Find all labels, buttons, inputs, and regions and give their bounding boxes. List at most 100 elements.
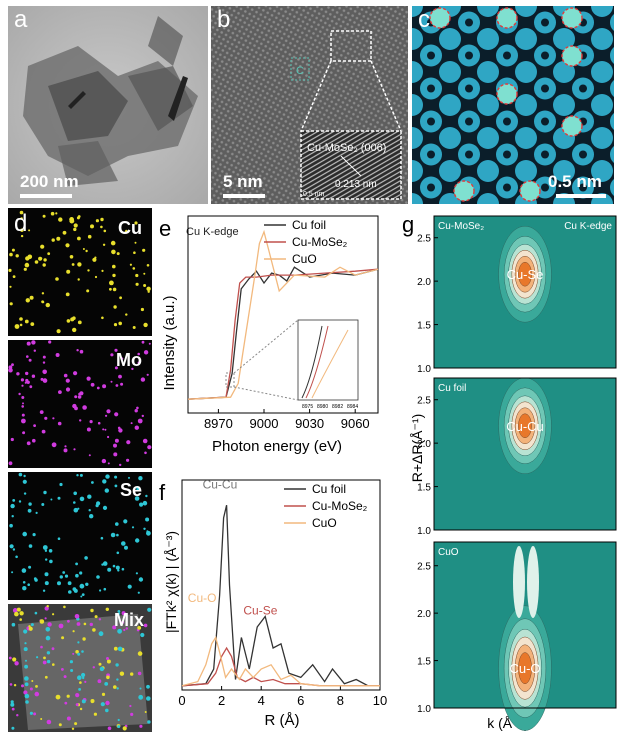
legend-entry: Cu foil bbox=[312, 482, 346, 496]
legend-entry: Cu-MoSe₂ bbox=[312, 499, 368, 513]
panel-label-b: b bbox=[217, 6, 231, 33]
xanes-inset bbox=[297, 319, 359, 401]
hrtem-image-b: C Cu-MoSe₂ (006) 0.213 nm 0.5 nm bbox=[211, 6, 408, 204]
y-tick-label: 1.5 bbox=[417, 657, 431, 668]
x-tick-label: 9030 bbox=[295, 416, 324, 431]
panel-label-g: g bbox=[402, 212, 414, 237]
panel-e-xanes-chart: e Cu K-edge Photon energy (eV) Intensity… bbox=[152, 208, 400, 470]
inset-curve-0 bbox=[301, 325, 323, 399]
y-tick-label: 1.5 bbox=[417, 483, 431, 494]
plot-frame bbox=[181, 479, 381, 691]
x-tick-label: 2 bbox=[218, 693, 225, 708]
y-tick-label: 1.0 bbox=[417, 364, 431, 375]
x-tick-label: 8 bbox=[337, 693, 344, 708]
panel-label-a: a bbox=[14, 6, 28, 33]
x-tick-label: 6 bbox=[297, 693, 304, 708]
wavelet-map-title: Cu foil bbox=[438, 383, 466, 394]
peak-annotation-1: Cu-O bbox=[188, 591, 217, 605]
contour-ring bbox=[513, 546, 525, 618]
y-tick-label: 1.0 bbox=[417, 704, 431, 715]
panel-label-e: e bbox=[159, 216, 171, 241]
inset-scale-b: 0.5 nm bbox=[303, 191, 325, 198]
y-tick-label: 2.5 bbox=[417, 396, 431, 407]
wavelet-map-title: CuO bbox=[438, 547, 459, 558]
panel-g-wavelet-maps: g k (Å⁻¹) R+ΔR(Å⁻¹) Cu-MoSe₂ Cu K-edge Cu-… bbox=[398, 208, 620, 738]
panel-label-f: f bbox=[159, 480, 166, 505]
peak-annotation-2: Cu-Se bbox=[243, 603, 277, 617]
eds-map-mix bbox=[8, 604, 152, 732]
panel-f-exafs-chart: f R (Å) |FTk² χ(k) | (Å⁻³) 0 2 4 6 8 10 Cu foi… bbox=[152, 472, 400, 734]
inset-curve-1 bbox=[305, 325, 329, 399]
panel-label-c: c bbox=[418, 6, 430, 33]
scale-bar-c bbox=[556, 194, 606, 198]
y-tick-label: 1.0 bbox=[417, 526, 431, 537]
inset-phase-b: Cu-MoSe₂ (006) bbox=[307, 142, 386, 154]
wavelet-map-title: Cu-MoSe₂ bbox=[438, 221, 484, 232]
x-tick-label: 9060 bbox=[341, 416, 370, 431]
legend-entry: Cu-MoSe₂ bbox=[292, 235, 348, 249]
wavelet-map-2: CuO Cu-O 1.0 1.5 2.0 2.5 bbox=[417, 541, 617, 731]
eds-maps-svg bbox=[8, 208, 152, 732]
inset-tick-label: 8980 bbox=[317, 404, 328, 410]
xanes-edge-label: Cu K-edge bbox=[186, 226, 239, 238]
series-line-2 bbox=[181, 635, 380, 687]
contour-ring bbox=[518, 413, 532, 439]
panel-a-tem-image: a 200 nm bbox=[8, 6, 208, 204]
tem-image-a bbox=[8, 6, 208, 204]
contour-ring bbox=[518, 652, 532, 685]
scale-bar-b bbox=[223, 194, 265, 198]
inset-connector bbox=[233, 386, 299, 401]
inset-tick-label: 8982 bbox=[332, 404, 343, 410]
scale-bar-a bbox=[20, 194, 72, 198]
series-line-1 bbox=[187, 268, 379, 400]
series-line-0 bbox=[181, 505, 380, 687]
y-tick-label: 2.0 bbox=[417, 439, 431, 450]
wavelet-peak-label: Cu-Cu bbox=[506, 419, 544, 434]
y-tick-label: 2.5 bbox=[417, 234, 431, 245]
legend-entry: CuO bbox=[312, 516, 337, 530]
inset-region-box bbox=[225, 372, 235, 388]
y-tick-label: 2.0 bbox=[417, 609, 431, 620]
wavelet-map-0: Cu-MoSe₂ Cu K-edge Cu-Se 1.0 1.5 2.0 2.5 bbox=[417, 215, 617, 375]
wavelet-map-edge: Cu K-edge bbox=[564, 221, 612, 232]
contour-ring bbox=[518, 261, 532, 287]
x-tick-label: 10 bbox=[373, 693, 387, 708]
wavelet-map-1: Cu foil Cu-Cu 1.0 1.5 2.0 2.5 bbox=[417, 377, 617, 537]
x-tick-label: 0 bbox=[178, 693, 185, 708]
xanes-xlabel: Photon energy (eV) bbox=[212, 438, 342, 455]
legend-entry: CuO bbox=[292, 252, 317, 266]
wavelet-peak-label: Cu-Se bbox=[507, 267, 544, 282]
y-tick-label: 2.5 bbox=[417, 562, 431, 573]
wavelet-ylabel: R+ΔR(Å⁻¹) bbox=[409, 414, 425, 482]
eds-map-mo bbox=[8, 340, 152, 468]
inset-tick-label: 8975 bbox=[302, 404, 313, 410]
eds-label-mo: Mo bbox=[116, 350, 142, 370]
inset-tag-b: C bbox=[296, 65, 304, 77]
contour-ring bbox=[527, 546, 539, 618]
inset-tick-label: 8984 bbox=[347, 404, 358, 410]
wavelet-maps-svg: g k (Å⁻¹) R+ΔR(Å⁻¹) Cu-MoSe₂ Cu K-edgeCu-… bbox=[402, 212, 617, 731]
x-tick-label: 9000 bbox=[250, 416, 279, 431]
y-tick-label: 1.5 bbox=[417, 321, 431, 332]
series-line-0 bbox=[187, 266, 379, 400]
series-line-2 bbox=[187, 229, 379, 400]
eds-map-cu bbox=[8, 208, 152, 336]
panel-c-atomic-image: c 0.5 nm bbox=[412, 6, 614, 204]
xanes-chart-svg: e Cu K-edge Photon energy (eV) Intensity… bbox=[159, 215, 379, 455]
panel-b-hrtem-image: C Cu-MoSe₂ (006) 0.213 nm 0.5 nm b 5 nm bbox=[211, 6, 408, 204]
plot-frame bbox=[187, 215, 379, 414]
scale-text-a: 200 nm bbox=[20, 172, 79, 191]
eds-label-mix: Mix bbox=[113, 610, 144, 630]
y-tick-label: 2.0 bbox=[417, 277, 431, 288]
atomic-image-c bbox=[412, 6, 614, 204]
eds-map-se bbox=[8, 472, 152, 600]
exafs-chart-svg: f R (Å) |FTk² χ(k) | (Å⁻³) 0 2 4 6 8 10 Cu foi… bbox=[159, 477, 387, 729]
x-tick-label: 8970 bbox=[204, 416, 233, 431]
eds-label-se: Se bbox=[119, 480, 142, 500]
panel-d-eds-maps: d Cu Mo Se Mix bbox=[8, 208, 152, 733]
legend-entry: Cu foil bbox=[292, 218, 326, 232]
exafs-xlabel: R (Å) bbox=[265, 712, 300, 729]
xanes-ylabel: Intensity (a.u.) bbox=[161, 295, 178, 390]
inset-connector bbox=[233, 319, 299, 374]
exafs-ylabel: |FTk² χ(k) | (Å⁻³) bbox=[163, 531, 179, 633]
